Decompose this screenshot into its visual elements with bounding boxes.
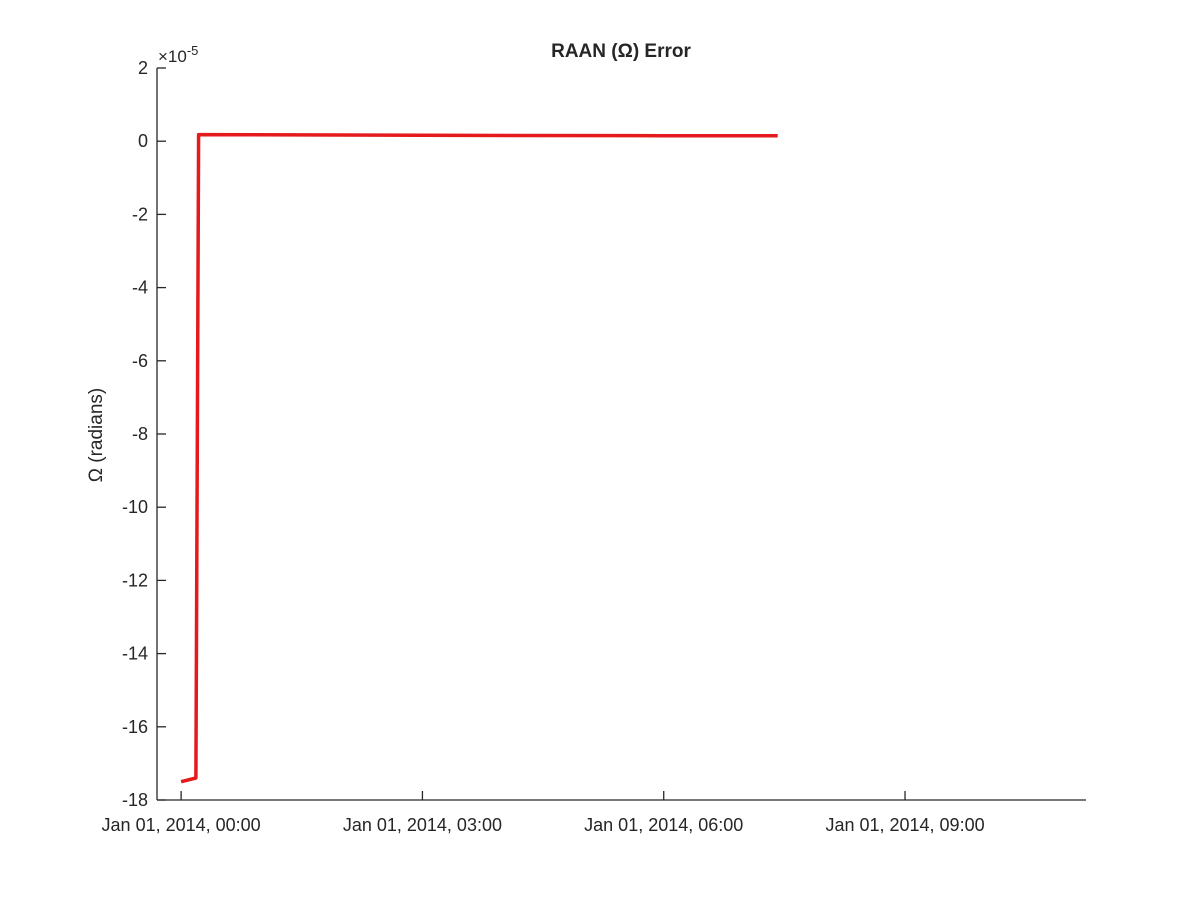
y-ticks: 2 0 -2 -4 -6 -8 -10 -12 -14 -16 -18 xyxy=(122,58,166,810)
y-tick-label: -6 xyxy=(132,351,148,371)
y-tick-label: -2 xyxy=(132,204,148,224)
axes xyxy=(156,68,1086,801)
x-tick-label: Jan 01, 2014, 09:00 xyxy=(825,815,984,835)
y-tick-label: 2 xyxy=(138,58,148,78)
chart-title: RAAN (Ω) Error xyxy=(551,41,691,62)
y-axis-label: Ω (radians) xyxy=(86,388,107,482)
series-line-0 xyxy=(180,132,778,784)
y-tick-label: -4 xyxy=(132,278,148,298)
y-tick-label: 0 xyxy=(138,131,148,151)
y-exponent-power: -5 xyxy=(187,43,199,58)
x-tick-label: Jan 01, 2014, 06:00 xyxy=(584,815,743,835)
y-axis-exponent-label: ×10-5 xyxy=(158,43,198,66)
y-tick-label: -8 xyxy=(132,424,148,444)
y-tick-label: -14 xyxy=(122,644,148,664)
y-tick-label: -18 xyxy=(122,790,148,810)
y-exponent-base: ×10 xyxy=(158,47,187,66)
plot-lines xyxy=(180,132,778,784)
x-tick-label: Jan 01, 2014, 00:00 xyxy=(102,815,261,835)
y-tick-label: -16 xyxy=(122,717,148,737)
y-tick-label: -10 xyxy=(122,497,148,517)
y-tick-label: -12 xyxy=(122,570,148,590)
x-tick-label: Jan 01, 2014, 03:00 xyxy=(343,815,502,835)
svg-text:×10-5: ×10-5 xyxy=(158,43,198,66)
x-ticks: Jan 01, 2014, 00:00 Jan 01, 2014, 03:00 Ja… xyxy=(102,791,985,835)
